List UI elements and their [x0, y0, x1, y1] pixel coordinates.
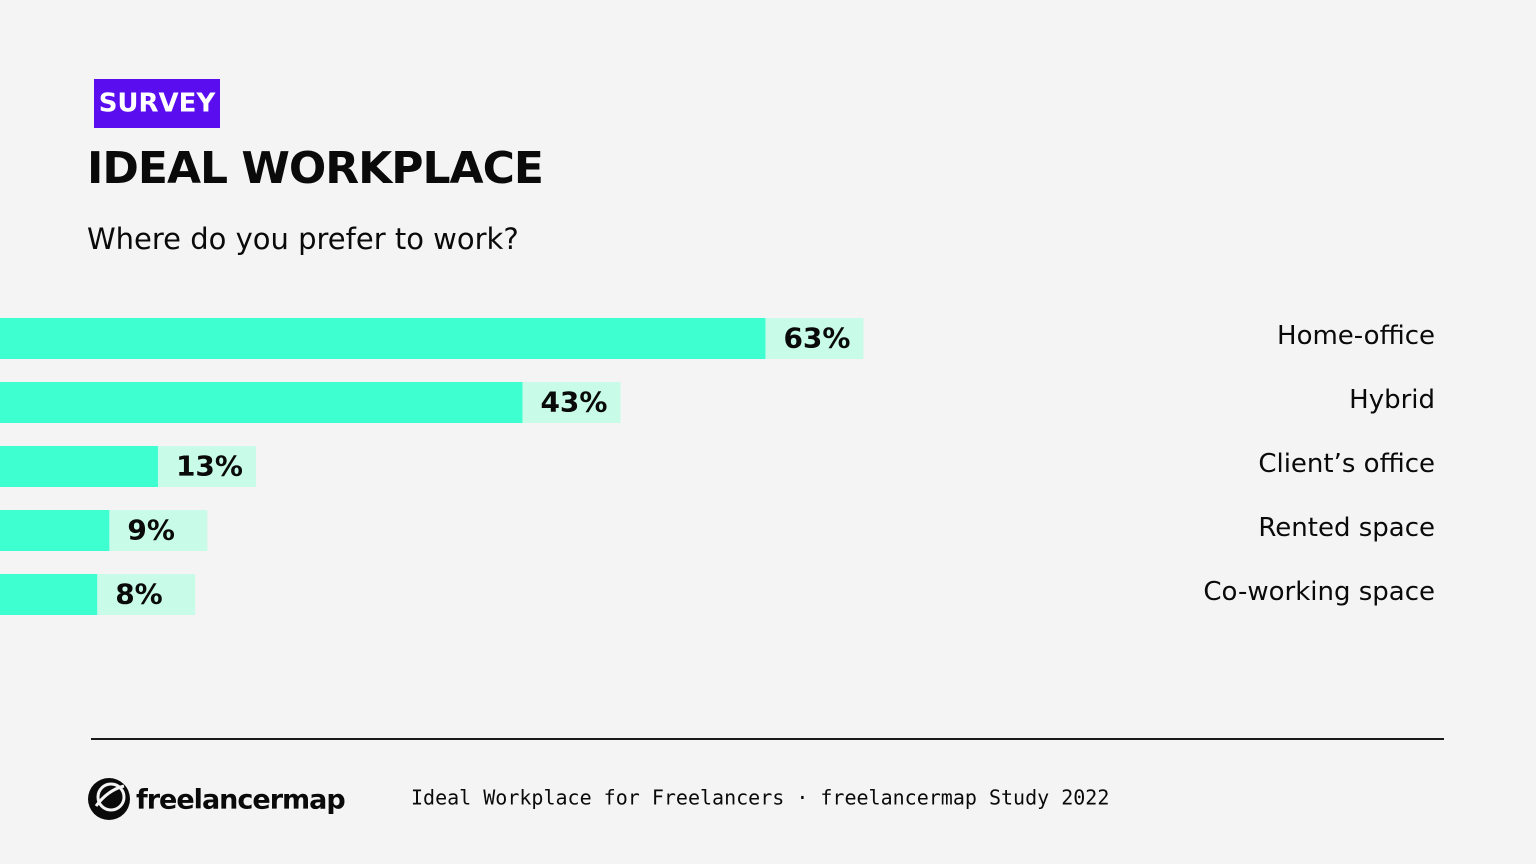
- label-box: [765, 318, 864, 359]
- chart-subtitle: Where do you prefer to work?: [87, 222, 519, 256]
- bar: [0, 510, 110, 551]
- category-label: Client’s office: [1258, 449, 1435, 479]
- tag: SURVEY: [99, 89, 217, 119]
- label-box: [522, 382, 621, 423]
- value-label: 8%: [115, 578, 163, 611]
- category-label: Hybrid: [1349, 385, 1435, 415]
- category-label: Home-office: [1277, 321, 1435, 351]
- bar: [0, 446, 158, 487]
- chart-title: IDEAL WORKPLACE: [87, 143, 543, 194]
- value-label: 13%: [176, 450, 243, 483]
- bar: [0, 318, 766, 359]
- category-label: Co-working space: [1203, 577, 1435, 607]
- logo-text: freelancermap: [136, 785, 345, 816]
- value-label: 43%: [540, 386, 607, 419]
- bar: [0, 574, 98, 615]
- tag-box: [94, 79, 220, 128]
- label-box: [109, 510, 208, 551]
- logo-icon: [88, 778, 130, 820]
- label-box: [97, 574, 196, 615]
- label-box: [157, 446, 256, 487]
- category-label: Rented space: [1258, 513, 1435, 543]
- footer-text: Ideal Workplace for Freelancers · freela…: [411, 786, 1109, 810]
- value-label: 9%: [127, 514, 175, 547]
- bar: [0, 382, 523, 423]
- value-label: 63%: [783, 322, 850, 355]
